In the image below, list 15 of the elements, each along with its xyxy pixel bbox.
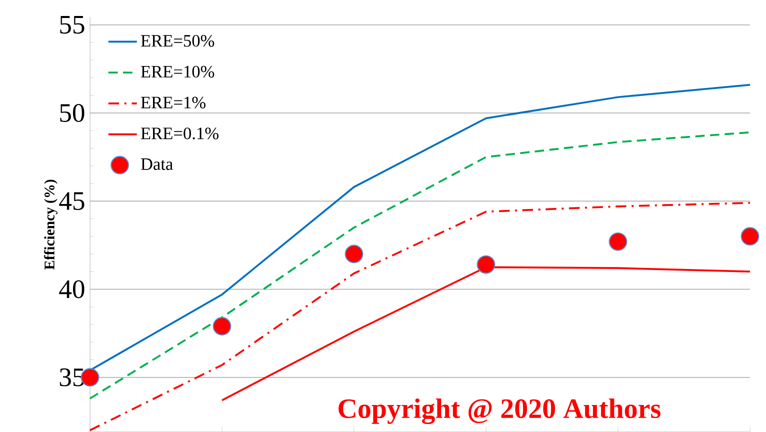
y-tick-label: 50 (60, 104, 84, 122)
legend-label: ERE=10% (140, 66, 214, 78)
point (476, 255, 496, 274)
legend-label: Data (140, 158, 173, 170)
legend-label: ERE=0.1% (140, 128, 218, 140)
point (344, 244, 364, 264)
annotation: Copyright @ 2020 Authors (338, 398, 660, 424)
legend-label: ERE=50% (140, 34, 214, 47)
legend-label: ERE=1% (140, 96, 206, 108)
point (212, 317, 232, 336)
y-tick-label: 40 (59, 280, 84, 298)
y-tick-label: 45 (59, 192, 84, 210)
y-axis-title: Efficiency (%) (44, 180, 58, 270)
point (608, 232, 628, 251)
y-tick-label: 55 (60, 16, 84, 34)
